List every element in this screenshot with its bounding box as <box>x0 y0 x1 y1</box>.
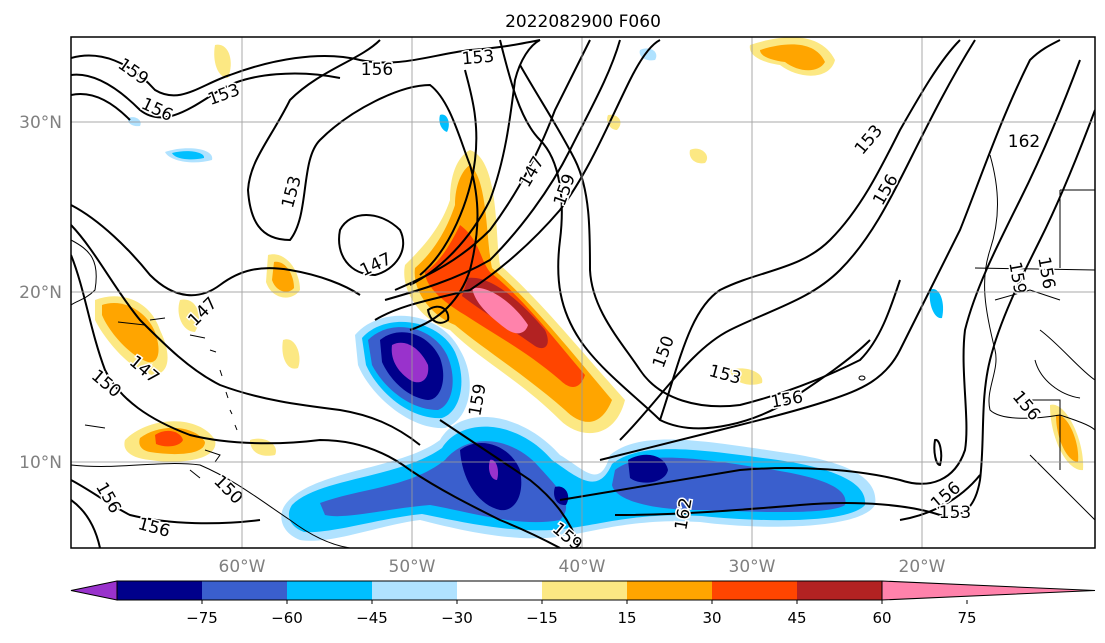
anomaly-blob-d-core <box>760 44 825 71</box>
colorbar-tick-label: 30 <box>702 609 721 627</box>
colorbar-tick-label: 45 <box>787 609 806 627</box>
graticule <box>71 37 1095 548</box>
colorbar-segment <box>712 581 797 600</box>
contour-153-ridge <box>394 39 591 291</box>
colorbar-tick-label: −30 <box>441 609 473 627</box>
anomaly-small-b <box>929 289 944 319</box>
height-contours <box>71 39 1095 548</box>
contour-147-low <box>338 214 405 277</box>
contour-162-east <box>614 109 1095 518</box>
colorbar-segment <box>117 581 202 600</box>
south-america-coastline <box>71 463 351 548</box>
contour-150-west <box>71 224 421 446</box>
colorbar-tick-label: −45 <box>356 609 388 627</box>
contour-label: 159 <box>465 382 490 417</box>
colorbar-segment <box>542 581 627 600</box>
anomaly-blob-b <box>282 339 300 369</box>
lat-label-10n: 10°N <box>19 453 62 473</box>
anomaly-caribbean-red <box>155 430 183 447</box>
anomaly-blob-e-core <box>1056 414 1079 462</box>
colorbar-segment <box>797 581 882 600</box>
anomaly-ridge-pink <box>472 287 528 334</box>
contour-label: 153 <box>461 47 495 70</box>
contour-153-east <box>619 39 976 441</box>
contour-156-east <box>599 39 1061 461</box>
contour-147-west <box>71 204 361 297</box>
map-frame <box>70 36 1096 549</box>
contour-147-main <box>499 39 871 430</box>
latitude-labels: 30°N 20°N 10°N <box>19 113 62 473</box>
colorbar-segment <box>287 581 372 600</box>
contour-153-trough <box>246 39 479 331</box>
contour-156-south <box>409 469 561 548</box>
lon-label-50w: 50°W <box>389 557 436 577</box>
anomaly-low-south-navy <box>460 442 668 511</box>
lon-label-30w: 30°W <box>729 557 776 577</box>
lat-label-30n: 30°N <box>19 113 62 133</box>
colorbar-segment <box>457 581 542 600</box>
lon-label-20w: 20°W <box>899 557 946 577</box>
colorbar-tick-label: −75 <box>186 609 218 627</box>
anomaly-blob-c <box>178 299 200 332</box>
anomaly-low-south-blue <box>320 441 846 523</box>
contour-156-ridge <box>384 39 621 301</box>
colorbar-tick-label: 75 <box>957 609 976 627</box>
anomaly-blob-f <box>730 368 763 385</box>
contour-147-ridge <box>419 69 478 276</box>
colorbar-segment <box>627 581 712 600</box>
contour-156-west-upper <box>71 72 341 119</box>
contour-159-south <box>439 419 581 548</box>
contour-label: 153 <box>939 503 971 523</box>
anomaly-low-south-purple <box>488 459 499 480</box>
anomaly-west-orange <box>102 303 159 363</box>
colorbar-outline <box>116 580 883 601</box>
colorbar-segment <box>202 581 287 600</box>
north-america-coastline <box>71 239 97 306</box>
contour-156-west <box>71 479 261 525</box>
colorbar-tick-label: −15 <box>526 609 558 627</box>
contour-label: 162 <box>1008 132 1040 152</box>
contour-label: 156 <box>361 60 393 80</box>
colorbar: −75 −60 −45 −30 −15 15 30 45 60 75 <box>70 580 1096 627</box>
cape-verde-islands <box>858 375 866 381</box>
contour-159-east <box>559 59 1081 501</box>
contour-159-west <box>71 499 101 548</box>
anomaly-small-c <box>439 114 449 132</box>
african-borders <box>974 189 1095 521</box>
contour-small-loop <box>426 305 943 467</box>
colorbar-tick-label: 60 <box>872 609 891 627</box>
contour-153-west <box>71 254 411 471</box>
contour-159-west-upper <box>71 93 131 121</box>
contour-150-east <box>659 39 961 421</box>
lon-label-60w: 60°W <box>219 557 266 577</box>
lon-label-40w: 40°W <box>559 557 606 577</box>
anomaly-blob-i <box>689 148 708 164</box>
map-title: 2022082900 F060 <box>505 12 661 32</box>
colorbar-tick-label: 15 <box>617 609 636 627</box>
contour-150-ridge <box>409 39 541 286</box>
contour-153-west-upper <box>71 39 541 97</box>
colorbar-tick-label: −60 <box>271 609 303 627</box>
colorbar-min-extension <box>70 580 118 601</box>
anomaly-blob-g <box>214 44 231 78</box>
colorbar-max-extension <box>881 580 1096 601</box>
coastlines <box>71 154 1095 548</box>
contour-150-main <box>519 64 901 408</box>
negative-anomaly-shading <box>127 48 944 541</box>
contour-159-ridge <box>374 39 661 321</box>
colorbar-segment <box>372 581 457 600</box>
caribbean-islands <box>84 317 238 479</box>
contour-153-southeast <box>899 474 981 521</box>
longitude-labels: 60°W 50°W 40°W 30°W 20°W <box>219 557 946 577</box>
anomaly-small-a-core <box>172 151 205 160</box>
lat-label-20n: 20°N <box>19 283 62 303</box>
anomaly-low-north-purple <box>391 342 429 383</box>
